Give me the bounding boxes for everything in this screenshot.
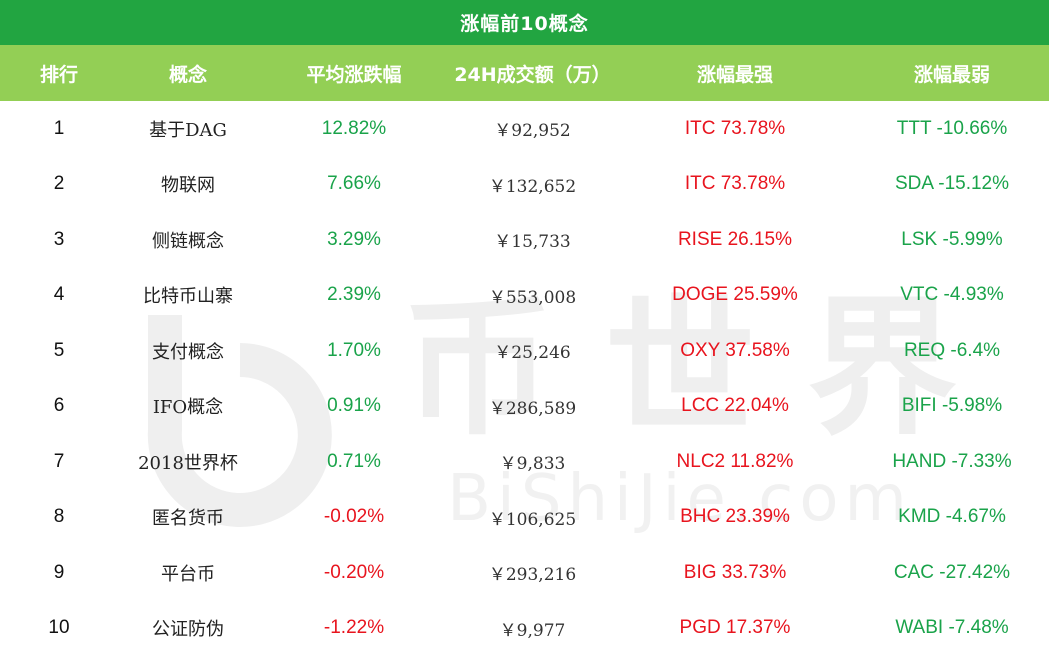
weakest-cell: TTT -10.66% xyxy=(855,101,1049,157)
strongest-cell: NLC2 11.82% xyxy=(615,434,855,490)
avg-change-cell: 0.71% xyxy=(258,434,450,490)
strongest-cell: BHC 23.39% xyxy=(615,490,855,546)
strongest-cell: ITC 73.78% xyxy=(615,157,855,213)
table-header-row: 排行 概念 平均涨跌幅 24H成交额（万） 涨幅最强 涨幅最弱 xyxy=(0,45,1049,101)
rank-cell: 6 xyxy=(0,379,118,435)
table-title: 涨幅前10概念 xyxy=(0,0,1049,45)
avg-change-cell: 12.82% xyxy=(258,101,450,157)
rank-cell: 5 xyxy=(0,323,118,379)
weakest-cell: BIFI -5.98% xyxy=(855,379,1049,435)
rank-cell: 2 xyxy=(0,157,118,213)
volume-cell: ￥106,625 xyxy=(450,490,615,546)
avg-change-cell: -0.20% xyxy=(258,545,450,601)
avg-change-cell: 1.70% xyxy=(258,323,450,379)
concept-cell: IFO概念 xyxy=(118,379,258,435)
weakest-cell: VTC -4.93% xyxy=(855,268,1049,324)
weakest-cell: WABI -7.48% xyxy=(855,601,1049,656)
concept-cell: 2018世界杯 xyxy=(118,434,258,490)
concept-cell: 公证防伪 xyxy=(118,601,258,656)
header-weakest: 涨幅最弱 xyxy=(855,45,1049,101)
volume-cell: ￥9,833 xyxy=(450,434,615,490)
volume-cell: ￥92,952 xyxy=(450,101,615,157)
rank-cell: 1 xyxy=(0,101,118,157)
concept-cell: 比特币山寨 xyxy=(118,268,258,324)
weakest-cell: REQ -6.4% xyxy=(855,323,1049,379)
concept-cell: 平台币 xyxy=(118,545,258,601)
rank-cell: 10 xyxy=(0,601,118,656)
avg-change-cell: 7.66% xyxy=(258,157,450,213)
rank-cell: 4 xyxy=(0,268,118,324)
weakest-cell: CAC -27.42% xyxy=(855,545,1049,601)
avg-change-cell: -0.02% xyxy=(258,490,450,546)
volume-cell: ￥132,652 xyxy=(450,157,615,213)
weakest-cell: LSK -5.99% xyxy=(855,212,1049,268)
rank-cell: 9 xyxy=(0,545,118,601)
volume-cell: ￥553,008 xyxy=(450,268,615,324)
volume-cell: ￥15,733 xyxy=(450,212,615,268)
avg-change-cell: -1.22% xyxy=(258,601,450,656)
header-rank: 排行 xyxy=(0,45,118,101)
header-strongest: 涨幅最强 xyxy=(615,45,855,101)
strongest-cell: DOGE 25.59% xyxy=(615,268,855,324)
header-volume: 24H成交额（万） xyxy=(450,45,615,101)
strongest-cell: LCC 22.04% xyxy=(615,379,855,435)
weakest-cell: SDA -15.12% xyxy=(855,157,1049,213)
strongest-cell: ITC 73.78% xyxy=(615,101,855,157)
volume-cell: ￥286,589 xyxy=(450,379,615,435)
weakest-cell: KMD -4.67% xyxy=(855,490,1049,546)
concept-cell: 侧链概念 xyxy=(118,212,258,268)
weakest-cell: HAND -7.33% xyxy=(855,434,1049,490)
header-avg-change: 平均涨跌幅 xyxy=(258,45,450,101)
strongest-cell: PGD 17.37% xyxy=(615,601,855,656)
strongest-cell: RISE 26.15% xyxy=(615,212,855,268)
volume-cell: ￥9,977 xyxy=(450,601,615,656)
strongest-cell: BIG 33.73% xyxy=(615,545,855,601)
avg-change-cell: 0.91% xyxy=(258,379,450,435)
avg-change-cell: 2.39% xyxy=(258,268,450,324)
rank-cell: 8 xyxy=(0,490,118,546)
rank-cell: 3 xyxy=(0,212,118,268)
rank-cell: 7 xyxy=(0,434,118,490)
strongest-cell: OXY 37.58% xyxy=(615,323,855,379)
concept-cell: 匿名货币 xyxy=(118,490,258,546)
volume-cell: ￥293,216 xyxy=(450,545,615,601)
concept-cell: 基于DAG xyxy=(118,101,258,157)
header-concept: 概念 xyxy=(118,45,258,101)
volume-cell: ￥25,246 xyxy=(450,323,615,379)
concept-cell: 物联网 xyxy=(118,157,258,213)
concept-cell: 支付概念 xyxy=(118,323,258,379)
avg-change-cell: 3.29% xyxy=(258,212,450,268)
